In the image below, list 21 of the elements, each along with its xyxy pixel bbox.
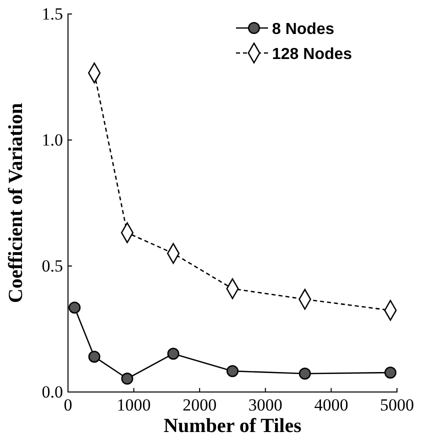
x-tick-label: 3000 (248, 395, 282, 414)
point (88, 350, 100, 363)
y-tick-label: 1.0 (42, 130, 63, 150)
point (121, 372, 134, 385)
x-tick-label: 2000 (182, 395, 217, 414)
y-tick-label: 0.0 (42, 382, 63, 402)
x-axis-title: Number of Tiles (164, 415, 302, 437)
y-axis-title: Coefficient of Variation (5, 103, 27, 303)
point (384, 366, 396, 379)
x-tick-label: 5000 (380, 395, 414, 414)
legend-label: 128 Nodes (272, 46, 352, 63)
legend-label: 8 Nodes (272, 21, 334, 38)
point (167, 348, 180, 360)
point (226, 365, 238, 378)
x-tick-label: 0 (64, 395, 72, 414)
x-tick-label: 4000 (314, 395, 348, 414)
y-tick-label: 1.5 (42, 4, 63, 24)
point (68, 302, 81, 314)
x-tick-label: 1000 (116, 395, 151, 414)
point (298, 368, 311, 380)
y-tick-label: 0.5 (42, 256, 63, 276)
